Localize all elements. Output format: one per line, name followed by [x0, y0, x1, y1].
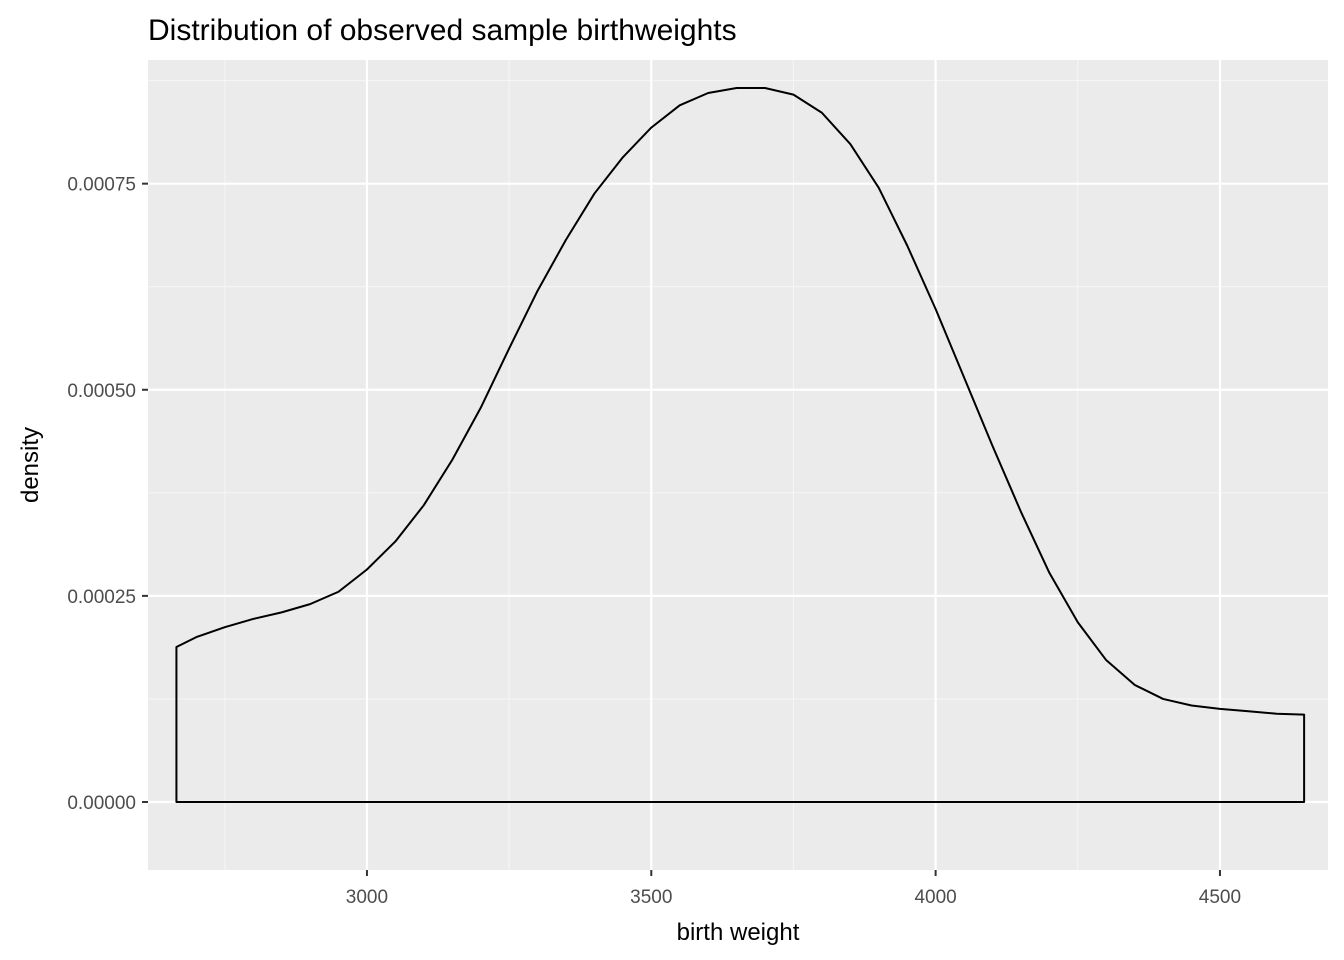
- y-tick-label: 0.00050: [67, 381, 136, 402]
- x-tick-label: 4500: [1199, 887, 1241, 908]
- y-tick-label: 0.00000: [67, 793, 136, 814]
- plot-panel: [148, 60, 1328, 870]
- x-axis: 3000 3500 4000 4500: [346, 870, 1241, 908]
- y-axis-title: density: [17, 427, 44, 503]
- y-axis: 0.00000 0.00025 0.00050 0.00075: [67, 175, 148, 814]
- x-tick-label: 3000: [346, 887, 388, 908]
- chart-title: Distribution of observed sample birthwei…: [148, 14, 737, 47]
- y-tick-label: 0.00025: [67, 587, 136, 608]
- density-curve: [175, 87, 1306, 803]
- y-tick-label: 0.00075: [67, 175, 136, 196]
- series-layer: [175, 87, 1306, 803]
- x-tick-label: 3500: [630, 887, 672, 908]
- minor-gridlines: [148, 60, 1328, 870]
- x-tick-label: 4000: [914, 887, 956, 908]
- x-axis-title: birth weight: [677, 919, 800, 946]
